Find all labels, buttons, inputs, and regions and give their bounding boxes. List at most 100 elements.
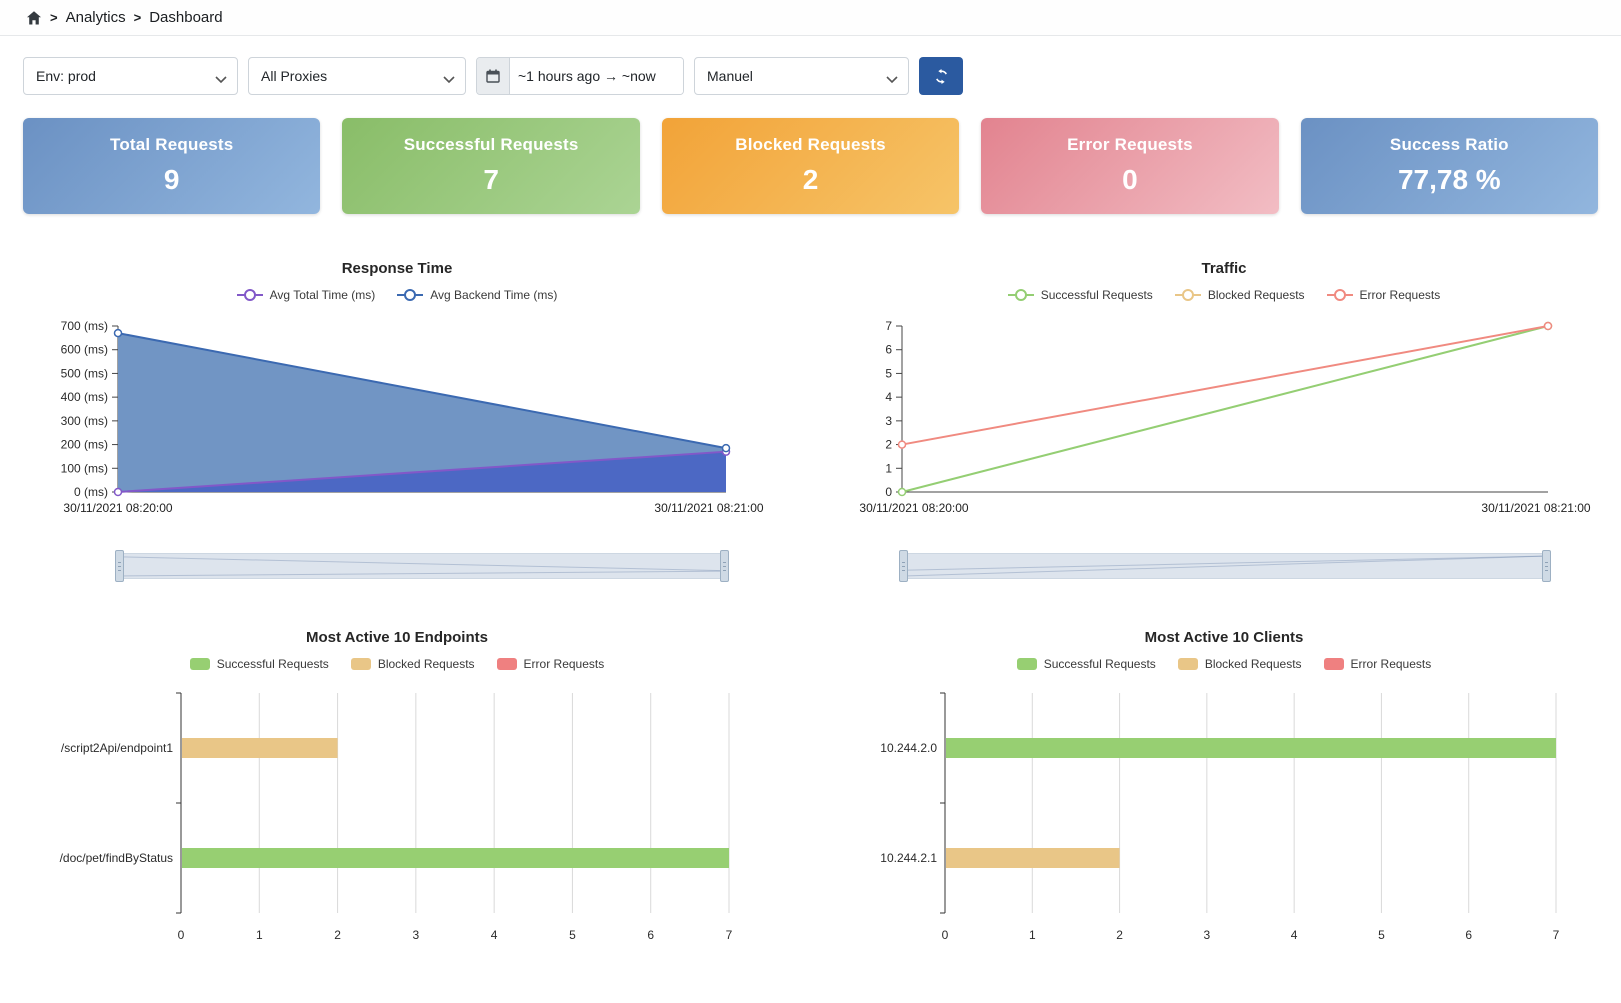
- svg-text:3: 3: [1204, 928, 1211, 942]
- legend-item[interactable]: Error Requests: [1326, 288, 1441, 302]
- svg-text:1: 1: [1029, 928, 1036, 942]
- svg-text:4: 4: [885, 390, 892, 404]
- clients-panel: Most Active 10 Clients Successful Reques…: [850, 629, 1598, 952]
- response-time-panel: Response Time Avg Total Time (ms) Avg Bac…: [23, 260, 771, 582]
- svg-text:30/11/2021 08:21:00: 30/11/2021 08:21:00: [654, 501, 764, 515]
- svg-text:400 (ms): 400 (ms): [61, 390, 108, 404]
- svg-text:30/11/2021 08:20:00: 30/11/2021 08:20:00: [859, 501, 969, 515]
- card-value: 7: [483, 164, 499, 195]
- breadcrumb-separator: >: [50, 10, 58, 25]
- legend-marker: [189, 658, 210, 670]
- svg-text:300 (ms): 300 (ms): [61, 414, 108, 428]
- env-select[interactable]: Env: prod: [23, 57, 238, 95]
- legend-item[interactable]: Blocked Requests: [1174, 288, 1305, 302]
- svg-text:6: 6: [647, 928, 654, 942]
- calendar-icon[interactable]: [477, 58, 510, 94]
- slider-handle-left[interactable]: [115, 550, 124, 582]
- card-label: Total Requests: [110, 135, 234, 154]
- legend-item[interactable]: Successful Requests: [189, 657, 329, 671]
- legend-item[interactable]: Blocked Requests: [1177, 657, 1302, 671]
- chart-title: Most Active 10 Clients: [1144, 629, 1304, 646]
- svg-text:2: 2: [885, 438, 892, 452]
- svg-text:4: 4: [1291, 928, 1298, 942]
- breadcrumb-item-analytics[interactable]: Analytics: [65, 9, 126, 26]
- card-value: 9: [163, 164, 180, 195]
- proxies-select[interactable]: All Proxies: [248, 57, 466, 95]
- svg-text:3: 3: [885, 414, 892, 428]
- chart-title: Response Time: [341, 260, 453, 277]
- traffic-legend: Successful Requests Blocked Requests Error…: [850, 286, 1598, 304]
- legend-marker: [397, 289, 424, 301]
- legend-item[interactable]: Avg Backend Time (ms): [397, 288, 557, 302]
- legend-marker: [1177, 658, 1198, 670]
- legend-label: Blocked Requests: [377, 657, 475, 671]
- svg-text:30/11/2021 08:20:00: 30/11/2021 08:20:00: [63, 501, 173, 515]
- svg-text:6: 6: [1465, 928, 1472, 942]
- card-label: Blocked Requests: [735, 135, 886, 154]
- home-icon[interactable]: [26, 10, 42, 26]
- svg-text:600 (ms): 600 (ms): [61, 343, 108, 357]
- chart-title: Most Active 10 Endpoints: [306, 629, 488, 646]
- response-time-legend: Avg Total Time (ms) Avg Backend Time (ms): [23, 286, 771, 304]
- legend-item[interactable]: Successful Requests: [1016, 657, 1156, 671]
- legend-label: Blocked Requests: [1204, 657, 1302, 671]
- card-value: 77,78 %: [1397, 164, 1501, 195]
- legend-item[interactable]: Successful Requests: [1007, 288, 1153, 302]
- traffic-chart-canvas[interactable]: 0 1 2 3 4 5 6 7 30/11/2021 08:20:00 30/11/2021 08…: [850, 316, 1598, 528]
- svg-text:5: 5: [569, 928, 576, 942]
- date-range-input[interactable]: [510, 58, 683, 94]
- legend-item[interactable]: Error Requests: [496, 657, 605, 671]
- svg-text:4: 4: [491, 928, 498, 942]
- legend-label: Error Requests: [523, 657, 605, 671]
- legend-marker: [350, 658, 371, 670]
- breadcrumb: > Analytics > Dashboard: [0, 0, 1621, 36]
- legend-label: Successful Requests: [216, 657, 329, 671]
- card-error-requests: Error Requests 0: [981, 118, 1279, 214]
- endpoints-panel: Most Active 10 Endpoints Successful Requ…: [23, 629, 771, 952]
- clients-legend: Successful Requests Blocked Requests Error…: [850, 655, 1598, 673]
- svg-text:100 (ms): 100 (ms): [61, 461, 108, 475]
- slider-handle-right[interactable]: [720, 550, 729, 582]
- card-successful-requests: Successful Requests 7: [342, 118, 640, 214]
- legend-label: Avg Backend Time (ms): [430, 288, 558, 302]
- legend-item[interactable]: Error Requests: [1323, 657, 1432, 671]
- card-label: Success Ratio: [1389, 135, 1509, 154]
- legend-label: Blocked Requests: [1207, 288, 1305, 302]
- svg-text:1: 1: [256, 928, 263, 942]
- svg-text:200 (ms): 200 (ms): [61, 438, 108, 452]
- legend-label: Successful Requests: [1043, 657, 1156, 671]
- svg-text:/script2Api/endpoint1: /script2Api/endpoint1: [61, 741, 173, 755]
- svg-text:500 (ms): 500 (ms): [61, 366, 108, 380]
- card-label: Successful Requests: [403, 135, 579, 154]
- legend-item[interactable]: Avg Total Time (ms): [236, 288, 376, 302]
- traffic-panel: Traffic Successful Requests Blocked Reque…: [850, 260, 1598, 582]
- svg-text:700 (ms): 700 (ms): [61, 319, 108, 333]
- refresh-button[interactable]: [919, 57, 963, 95]
- svg-text:/doc/pet/findByStatus: /doc/pet/findByStatus: [60, 851, 173, 865]
- response-time-chart-canvas[interactable]: 0 (ms) 100 (ms) 200 (ms) 300 (ms) 400 (ms) 50…: [23, 316, 771, 528]
- svg-text:7: 7: [726, 928, 733, 942]
- legend-marker: [236, 289, 263, 301]
- card-value: 0: [1122, 164, 1138, 195]
- svg-text:7: 7: [885, 319, 892, 333]
- breadcrumb-item-dashboard[interactable]: Dashboard: [149, 9, 223, 26]
- response-time-range-slider[interactable]: [115, 550, 729, 582]
- endpoints-legend: Successful Requests Blocked Requests Error…: [23, 655, 771, 673]
- clients-chart-canvas[interactable]: 0 1 2 3 4 5 6 7 10.244.2.0 10.244.2.1: [850, 685, 1598, 947]
- traffic-range-slider[interactable]: [899, 550, 1551, 582]
- legend-marker: [1174, 289, 1201, 301]
- slider-handle-right[interactable]: [1542, 550, 1551, 582]
- svg-text:0: 0: [178, 928, 185, 942]
- legend-item[interactable]: Blocked Requests: [350, 657, 475, 671]
- card-blocked-requests: Blocked Requests 2: [661, 118, 960, 214]
- card-label: Error Requests: [1067, 135, 1193, 154]
- refresh-mode-select[interactable]: Manuel: [694, 57, 909, 95]
- legend-label: Avg Total Time (ms): [269, 288, 376, 302]
- legend-label: Error Requests: [1350, 657, 1432, 671]
- svg-text:0: 0: [885, 485, 892, 499]
- stat-cards: Total Requests 9 Successful Requests 7 B…: [23, 118, 1599, 214]
- legend-marker: [1007, 289, 1034, 301]
- endpoints-chart-canvas[interactable]: 0 1 2 3 4 5 6 7/script2Api/endpoint1/doc/pet/fi…: [23, 685, 771, 947]
- legend-label: Error Requests: [1359, 288, 1441, 302]
- slider-handle-left[interactable]: [899, 550, 908, 582]
